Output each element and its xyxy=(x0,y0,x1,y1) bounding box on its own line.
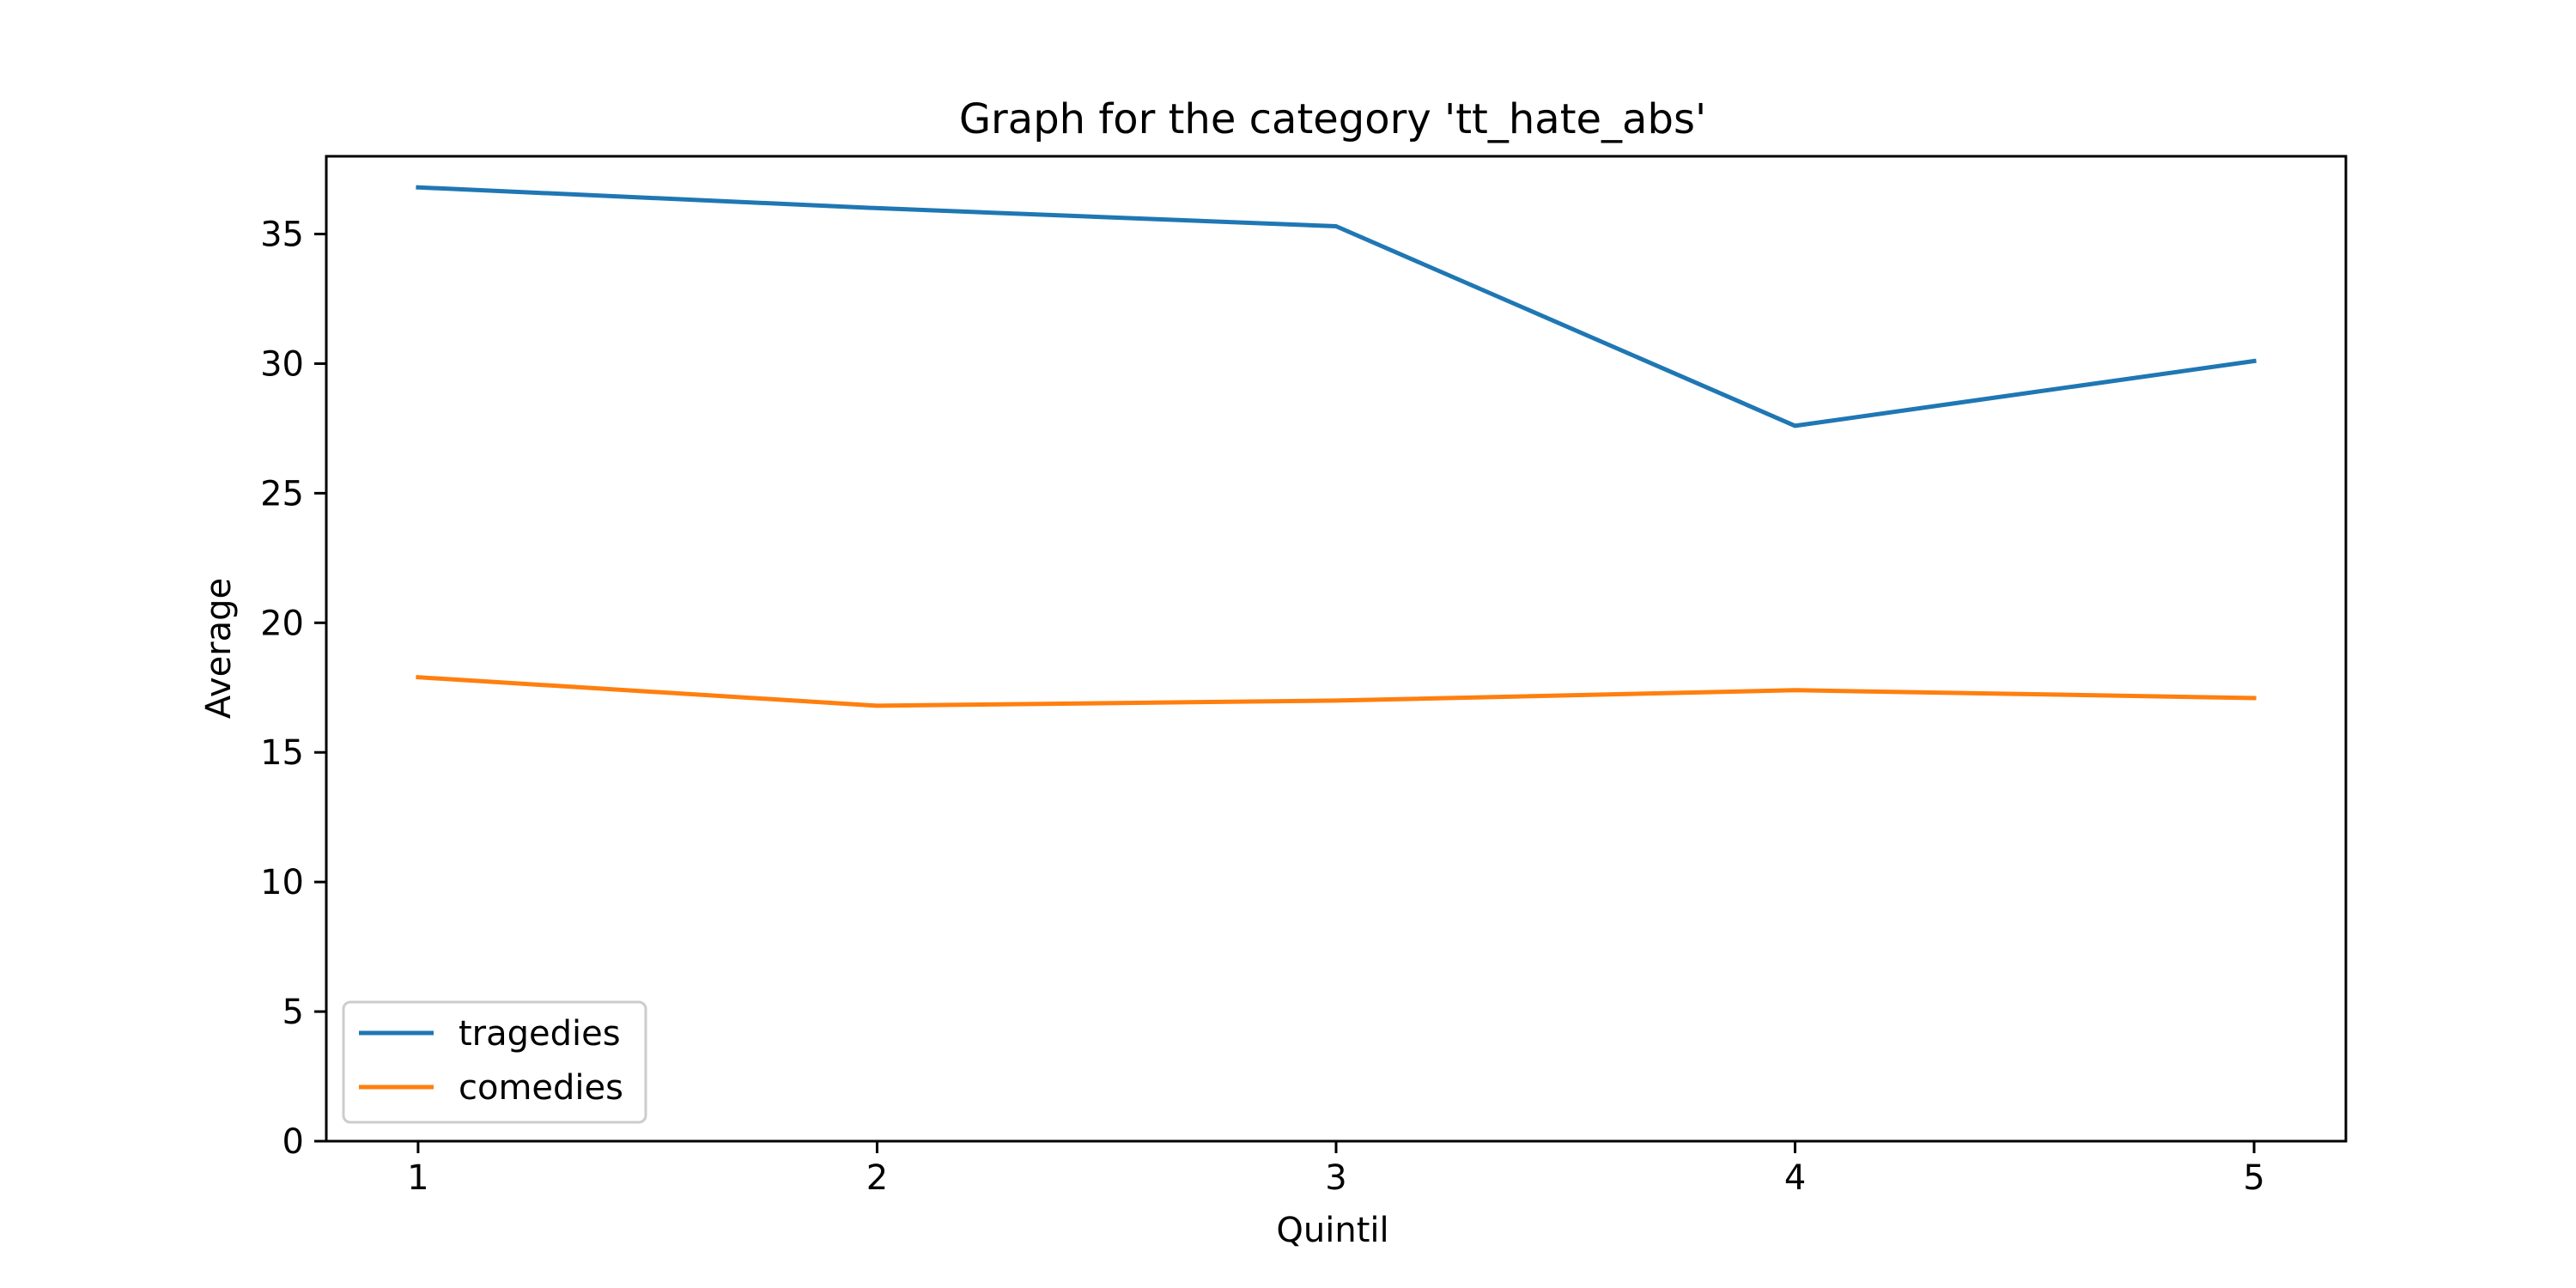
x-axis: 1 2 3 4 5 xyxy=(407,1141,2265,1198)
y-axis-label: Average xyxy=(199,578,239,719)
y-tick-label: 0 xyxy=(283,1122,304,1162)
y-tick-label: 30 xyxy=(260,344,304,384)
series-line-comedies xyxy=(416,675,2257,708)
y-tick-label: 15 xyxy=(260,733,304,773)
x-tick-label: 2 xyxy=(866,1158,888,1198)
series-layer xyxy=(416,185,2257,708)
chart-title: Graph for the category 'tt_hate_abs' xyxy=(959,95,1706,143)
y-axis: 0 5 10 15 20 25 30 35 xyxy=(260,216,326,1162)
y-tick-label: 10 xyxy=(260,863,304,902)
x-axis-label: Quintil xyxy=(1276,1211,1388,1250)
series-line-tragedies xyxy=(416,185,2257,428)
legend: tragedies comedies xyxy=(342,1000,647,1124)
x-tick-label: 5 xyxy=(2243,1158,2264,1198)
plot-frame xyxy=(325,155,2348,1143)
y-tick-label: 25 xyxy=(260,474,304,513)
y-tick-label: 5 xyxy=(283,993,304,1032)
legend-label-comedies: comedies xyxy=(459,1068,623,1108)
x-tick-label: 1 xyxy=(407,1158,428,1198)
y-tick-label: 35 xyxy=(260,216,304,255)
y-tick-label: 20 xyxy=(260,604,304,643)
x-tick-label: 4 xyxy=(1784,1158,1806,1198)
legend-label-tragedies: tragedies xyxy=(459,1014,621,1054)
x-tick-label: 3 xyxy=(1325,1158,1346,1198)
